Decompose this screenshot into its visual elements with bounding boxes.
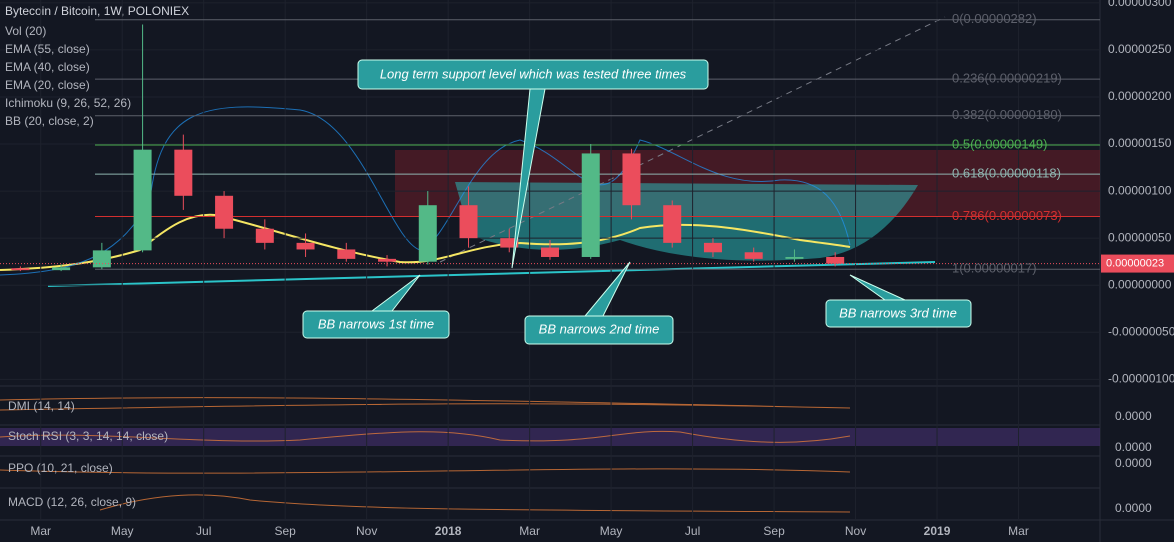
x-tick-label: 2018 [435,524,462,538]
x-tick-label: Jul [196,524,211,538]
y-tick-label: -0.00000100 [1108,372,1174,386]
annotation: BB narrows 2nd time [539,321,660,336]
indicator-label: EMA (20, close) [5,78,90,92]
y-tick-label: 0.00000150 [1108,136,1172,150]
candle-body [785,256,804,259]
x-tick-label: May [111,524,134,538]
candle-body [255,228,274,243]
pane-label: DMI (14, 14) [8,399,75,413]
fib-label: 0.786(0.00000073) [952,208,1062,223]
candle-body [744,252,763,259]
annotation: BB narrows 1st time [318,316,434,331]
candle-body [133,149,152,251]
indicator-label: Ichimoku (9, 26, 52, 26) [5,96,131,110]
pane-tick-label: 0.0000 [1115,501,1152,515]
y-tick-label: 0.00000250 [1108,42,1172,56]
y-tick-label: 0.00000300 [1108,0,1172,9]
x-tick-label: Jul [685,524,700,538]
candle-body [418,205,437,262]
x-tick-label: Mar [1008,524,1029,538]
annotation: Long term support level which was tested… [380,66,687,81]
indicator-label: Vol (20) [5,24,46,38]
candle-body [459,205,478,239]
candle-body [11,268,30,271]
indicator-lines [0,397,851,513]
candle-body [581,153,600,257]
x-tick-label: Nov [845,524,866,538]
fib-label: 0(0.00000282) [952,11,1037,26]
support-line [47,261,936,287]
pane-tick-label: 0.0000 [1115,440,1152,454]
candle-body [92,250,111,268]
pane-label: Stoch RSI (3, 3, 14, 14, close) [8,429,168,443]
pane-label: MACD (12, 26, close, 9) [8,495,136,509]
fib-label: 0.618(0.00000118) [952,166,1061,181]
last-price-label: 0.00000023 [1106,257,1164,269]
fib-label: 0.5(0.00000149) [952,136,1047,151]
y-tick-label: 0.00000100 [1108,183,1172,197]
candle-body [174,149,193,196]
candle-body [215,195,234,229]
fib-label: 0.236(0.00000219) [952,71,1062,86]
candle-body [52,267,71,271]
stoch-band [0,428,1100,446]
indicator-label: EMA (55, close) [5,42,90,56]
pane-tick-label: 0.0000 [1115,409,1152,423]
pane-label: PPO (10, 21, close) [8,461,113,475]
x-tick-label: Sep [275,524,297,538]
candle-body [663,205,682,243]
y-tick-label: 0.00000000 [1108,277,1172,291]
fib-label: 0.382(0.00000180) [952,107,1062,122]
y-tick-label: 0.00000050 [1108,230,1172,244]
x-tick-label: Mar [519,524,540,538]
y-tick-label: 0.00000200 [1108,89,1172,103]
x-tick-label: Mar [30,524,51,538]
x-tick-label: 2019 [924,524,951,538]
indicator-label: BB (20, close, 2) [5,114,94,128]
pane-tick-label: 0.0000 [1115,456,1152,470]
candle-body [541,247,559,257]
candle-body [500,238,519,248]
candle-body [826,256,845,264]
x-tick-label: Sep [763,524,785,538]
candle-body [378,258,397,262]
fib-label: 1(0.00000017) [952,261,1037,276]
candle-body [296,242,315,250]
last-price-box [1101,254,1174,273]
x-tick-label: Nov [356,524,377,538]
callouts [302,59,972,345]
candle-body [703,242,722,253]
chart-title: Bytecoin / Bitcoin, 1W, POLONIEX [5,4,189,18]
y-tick-label: -0.00000050 [1108,324,1174,338]
annotation: BB narrows 3rd time [839,305,957,320]
x-tick-label: May [600,524,623,538]
indicator-label: EMA (40, close) [5,60,90,74]
candle-body [622,153,641,206]
candle-body [337,249,356,259]
